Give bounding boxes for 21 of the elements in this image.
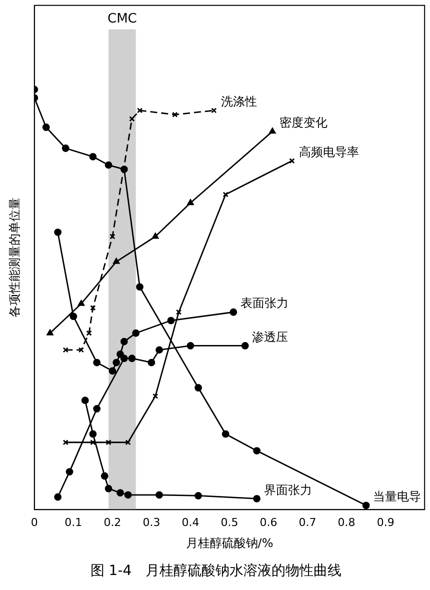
y-axis-title: 各项性能测量的单位量 [7, 198, 22, 318]
x-tick-label: 0.4 [182, 516, 200, 530]
x-tick-label: 0.9 [376, 516, 394, 530]
x-tick-label: 0.8 [338, 516, 356, 530]
x-tick-label: 0.5 [220, 516, 238, 530]
series-label: 密度变化 [279, 116, 328, 130]
band-label: CMC [108, 11, 137, 26]
text: 图 1-4 月桂醇硫酸钠水溶液的物性曲线 [90, 563, 342, 580]
series-label: 界面张力 [264, 482, 312, 497]
x-tick-label: 0.2 [104, 516, 122, 530]
series-label: 高频电导率 [298, 144, 359, 159]
x-tick-label: 0.3 [142, 516, 160, 530]
x-tick-label: 0 [30, 516, 38, 530]
series-label: 渗透压 [252, 330, 288, 344]
series-label: 当量电导 [373, 490, 422, 504]
x-axis-title: 月桂醇硫酸钠/% [186, 536, 274, 550]
x-tick-label: 0.6 [260, 516, 278, 530]
x-tick-label: 0.1 [64, 516, 82, 530]
series-label: 洗涤性 [220, 94, 257, 109]
x-tick-label: 0.7 [298, 516, 316, 530]
series-label: 表面张力 [240, 296, 288, 310]
